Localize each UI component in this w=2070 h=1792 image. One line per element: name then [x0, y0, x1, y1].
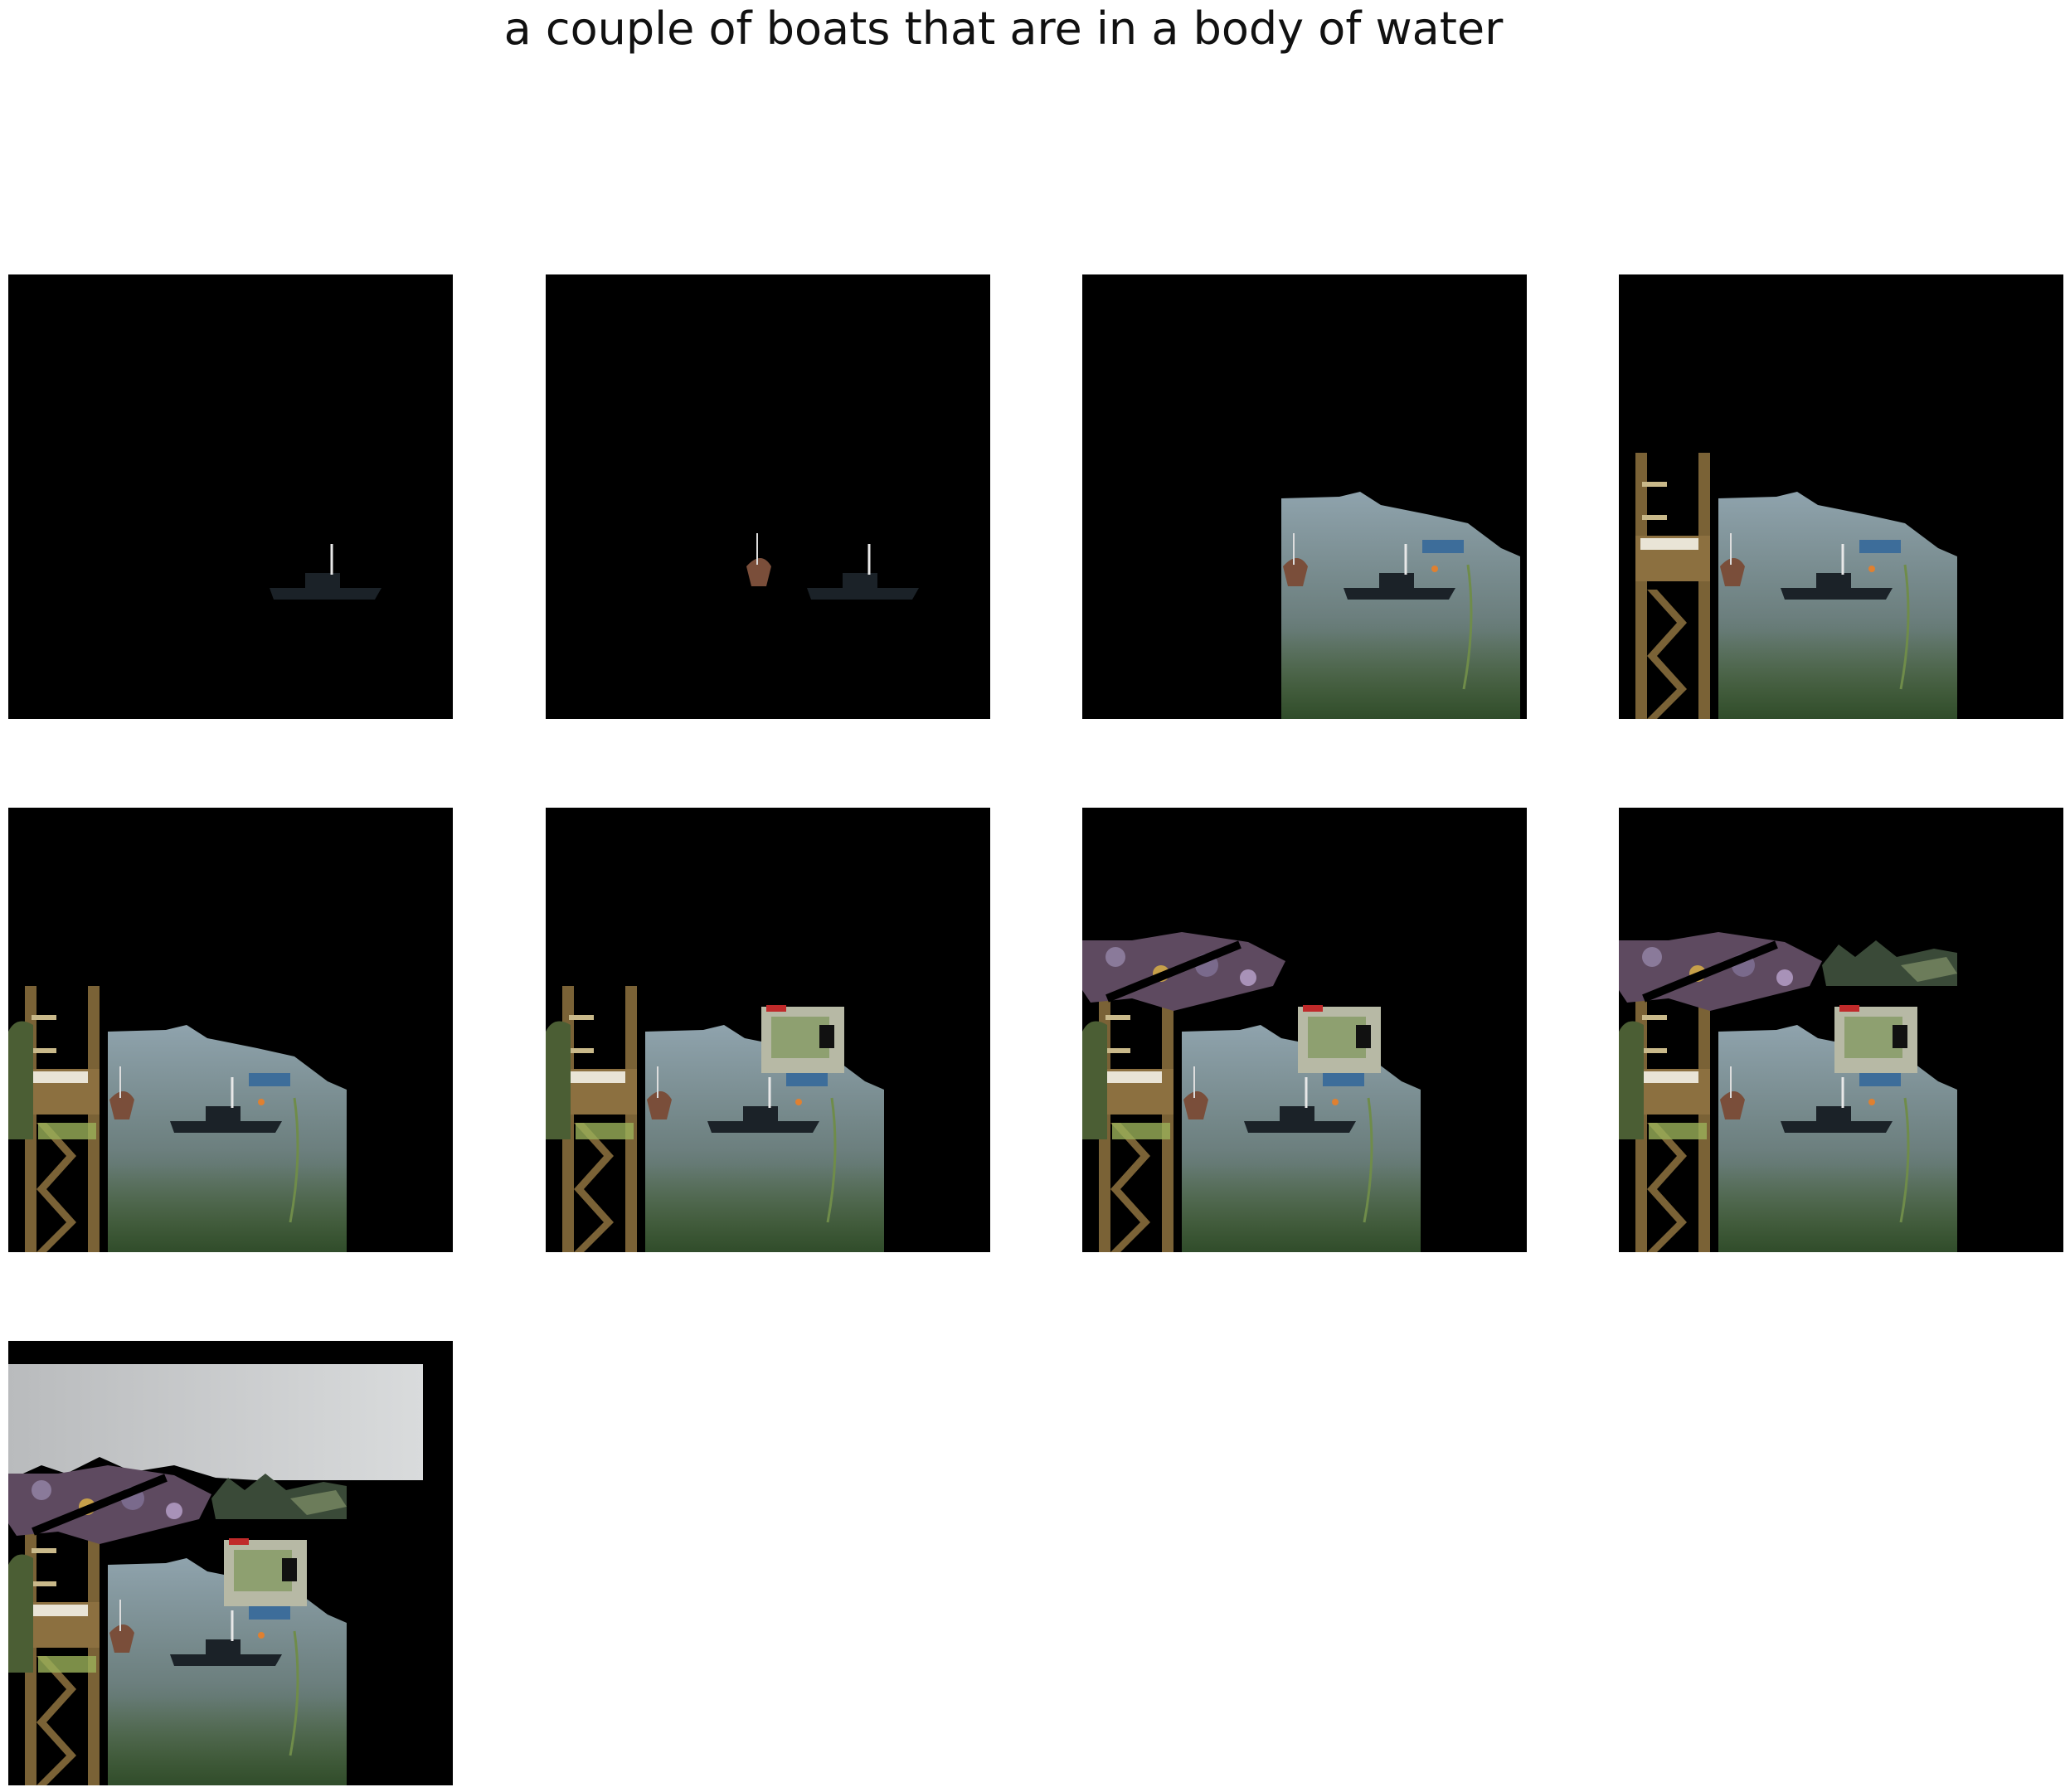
image-panel-9 [8, 1341, 453, 1785]
layer-boat [270, 544, 381, 600]
layer-ladder [25, 1519, 100, 1785]
scene-image [8, 986, 347, 1252]
layer-boat [170, 1077, 282, 1133]
layer-water [1281, 492, 1520, 719]
layer-boat [707, 1077, 819, 1133]
layer-small-boat [1720, 1066, 1745, 1119]
layer-water [1718, 492, 1957, 719]
image-panel-2 [546, 274, 990, 719]
layer-buoys [1859, 540, 1910, 690]
layer-buoys [249, 1073, 299, 1223]
image-panel-6 [546, 808, 990, 1252]
scene-image [746, 533, 919, 600]
layer-small-boat [1720, 533, 1745, 586]
image-panel-8 [1619, 808, 2063, 1252]
layer-ladder [25, 986, 100, 1252]
layer-trees [1822, 940, 1957, 986]
layer-bush [1082, 1021, 1170, 1139]
layer-trees [211, 1474, 347, 1519]
layer-small-boat [1183, 1066, 1208, 1119]
layer-bush [8, 1021, 96, 1139]
layer-water [108, 1025, 347, 1252]
layer-boat [170, 1610, 282, 1666]
layer-boat [1781, 544, 1893, 600]
layer-boat [1244, 1077, 1356, 1133]
layer-boat [807, 544, 919, 600]
layer-shed [1298, 1005, 1381, 1073]
layer-small-boat [746, 533, 771, 586]
image-panel-4 [1619, 274, 2063, 719]
layer-bush [1619, 1021, 1707, 1139]
layer-ladder [1635, 453, 1710, 719]
layer-boat [1344, 544, 1455, 600]
layer-boat [1781, 1077, 1893, 1133]
layer-flowers [1619, 932, 1822, 1011]
layer-ladder [1099, 986, 1173, 1252]
image-panel-7 [1082, 808, 1527, 1252]
image-panel-1 [8, 274, 453, 719]
layer-buoys [1323, 1073, 1373, 1223]
layer-sky [8, 1364, 423, 1480]
layer-bush [8, 1554, 96, 1673]
layer-buoys [249, 1606, 299, 1756]
layer-ladder [1635, 986, 1710, 1252]
layer-shed [761, 1005, 844, 1073]
scene-image [8, 1364, 423, 1785]
layer-buoys [786, 1073, 837, 1223]
layer-shed [224, 1538, 307, 1606]
scene-image [1635, 453, 1957, 719]
layer-ladder [562, 986, 637, 1252]
layer-small-boat [109, 1600, 134, 1653]
layer-small-boat [109, 1066, 134, 1119]
layer-bush [546, 1021, 634, 1139]
layer-flowers [8, 1465, 211, 1544]
image-panel-5 [8, 808, 453, 1252]
layer-small-boat [647, 1066, 672, 1119]
layer-buoys [1422, 540, 1473, 690]
layer-small-boat [1283, 533, 1308, 586]
scene-image [546, 986, 884, 1252]
image-panel-3 [1082, 274, 1527, 719]
layer-flowers [1082, 932, 1285, 1011]
scene-image [1619, 932, 1957, 1252]
layer-shed [1834, 1005, 1917, 1073]
scene-image [1281, 492, 1520, 719]
layer-buoys [1859, 1073, 1910, 1223]
page-title: a couple of boats that are in a body of … [503, 2, 1504, 55]
scene-image [270, 544, 381, 600]
scene-image [1082, 932, 1421, 1252]
